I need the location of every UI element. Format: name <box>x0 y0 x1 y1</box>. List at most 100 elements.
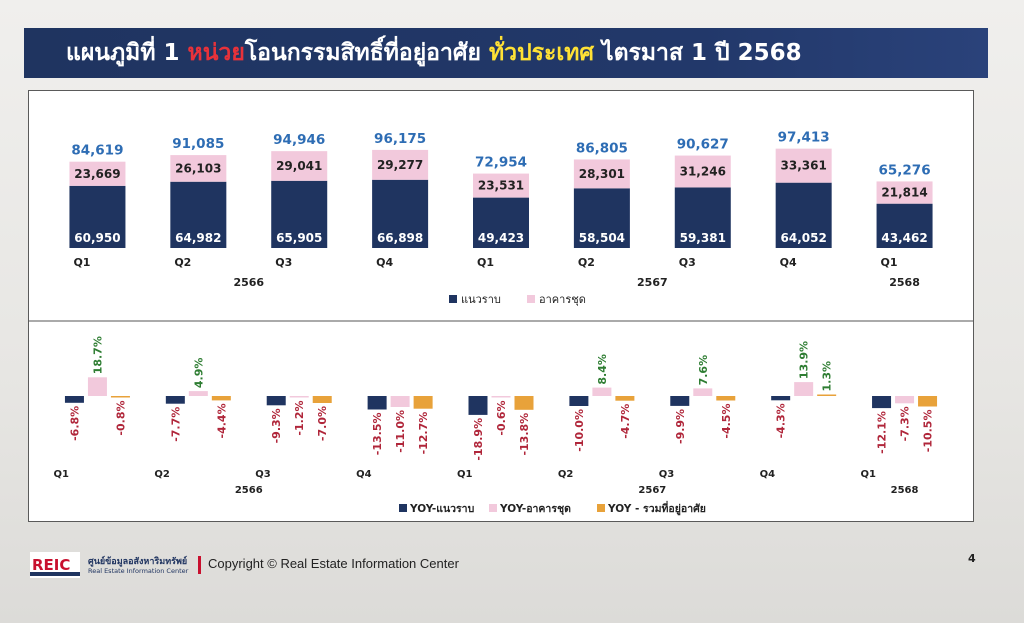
legend-swatch-yoy <box>597 504 605 512</box>
data-label-total: 97,413 <box>778 130 830 146</box>
tick-label-year: 2568 <box>891 485 919 496</box>
data-label-condo: 33,361 <box>781 159 827 173</box>
data-label-yoy-condo: 18.7% <box>91 336 104 374</box>
bar-landed <box>876 203 933 248</box>
data-label-landed: 66,898 <box>377 231 423 245</box>
legend-label-yoy: YOY-แนวราบ <box>409 503 475 515</box>
data-label-yoy-landed: -12.1% <box>876 411 889 454</box>
tick-label-quarter: Q1 <box>73 256 90 269</box>
bar-landed <box>69 185 126 248</box>
data-label-landed: 43,462 <box>881 231 927 245</box>
tick-label-quarter: Q2 <box>174 256 191 269</box>
data-label-total: 72,954 <box>475 155 527 171</box>
tick-label-quarter: Q3 <box>255 469 271 480</box>
data-label-total: 86,805 <box>576 140 628 156</box>
bar-yoy-total <box>413 396 433 409</box>
data-label-landed: 64,982 <box>175 231 221 245</box>
tick-label-quarter: Q2 <box>154 469 170 480</box>
bar-condo <box>271 151 328 181</box>
title-part-nationwide: ทั่วประเทศ <box>489 40 595 66</box>
data-label-total: 94,946 <box>273 132 325 148</box>
bar-yoy-total <box>110 396 130 398</box>
legend-label-yoy: YOY - รวมที่อยู่อาศัย <box>607 500 706 516</box>
bar-yoy-condo <box>794 382 814 396</box>
bar-condo <box>674 155 731 188</box>
tick-label-year: 2567 <box>638 485 666 496</box>
bar-yoy-total <box>918 396 938 407</box>
data-label-total: 84,619 <box>71 143 123 159</box>
bar-condo <box>775 148 832 183</box>
bar-landed <box>473 197 529 248</box>
data-label-yoy-landed: -9.9% <box>674 409 687 444</box>
chart-svg: 60,950 23,669 84,619 Q1 64,982 26,103 91,085 Q2… <box>29 130 973 516</box>
bar-condo <box>573 159 630 189</box>
legend-swatch-landed <box>449 295 457 303</box>
bar-yoy-landed <box>872 396 892 409</box>
data-label-yoy-total: -0.8% <box>114 401 127 436</box>
data-label-condo: 28,301 <box>579 167 625 181</box>
org-name-en: Real Estate Information Center <box>88 567 189 575</box>
data-label-yoy-condo: 8.4% <box>596 354 609 385</box>
lower-yoy-bar-chart: -6.8% 18.7% -0.8% Q1 -7.7% 4.9% -4.4% Q2 -9.3% -1… <box>53 336 938 516</box>
data-label-condo: 21,814 <box>881 186 927 200</box>
bar-condo <box>876 181 933 204</box>
tick-label-year: 2568 <box>889 276 920 289</box>
tick-label-quarter: Q2 <box>578 256 595 269</box>
data-label-yoy-landed: -7.7% <box>169 407 182 442</box>
tick-label-quarter: Q2 <box>558 469 574 480</box>
data-label-yoy-total: -13.8% <box>518 413 531 456</box>
tick-label-year: 2566 <box>233 276 264 289</box>
bar-yoy-condo <box>87 377 107 396</box>
copyright-text: Copyright © Real Estate Information Cent… <box>208 556 459 571</box>
legend-label-landed: แนวราบ <box>461 293 501 306</box>
title-part-units: หน่วย <box>187 40 245 66</box>
bar-landed <box>271 180 328 248</box>
data-label-yoy-condo: -0.6% <box>495 401 508 436</box>
data-label-condo: 31,246 <box>680 164 726 178</box>
data-label-yoy-total: -7.0% <box>316 406 329 441</box>
tick-label-year: 2566 <box>235 485 263 496</box>
title-part-5: ไตรมาส 1 ปี 2568 <box>594 40 802 66</box>
bar-yoy-landed <box>266 396 286 406</box>
svg-text:REIC: REIC <box>32 556 70 574</box>
bar-yoy-total <box>716 396 736 401</box>
data-label-condo: 23,531 <box>478 179 524 193</box>
data-label-landed: 64,052 <box>781 231 827 245</box>
data-label-yoy-condo: -11.0% <box>394 410 407 453</box>
chart-title: แผนภูมิที่ 1 หน่วยโอนกรรมสิทธิ์ที่อยู่อา… <box>24 28 988 78</box>
title-part-3: โอนกรรมสิทธิ์ที่อยู่อาศัย <box>244 40 489 66</box>
tick-label-quarter: Q4 <box>780 256 797 269</box>
data-label-yoy-total: -12.7% <box>417 412 430 455</box>
data-label-yoy-landed: -4.3% <box>775 403 788 438</box>
data-label-total: 90,627 <box>677 137 729 153</box>
upper-stacked-bar-chart: 60,950 23,669 84,619 Q1 64,982 26,103 91,085 Q2… <box>69 130 933 306</box>
data-label-yoy-landed: -10.0% <box>573 409 586 452</box>
tick-label-quarter: Q1 <box>477 256 494 269</box>
data-label-total: 91,085 <box>172 136 224 152</box>
tick-label-quarter: Q1 <box>53 469 69 480</box>
data-label-yoy-total: -4.7% <box>619 404 632 439</box>
org-name-th: ศูนย์ข้อมูลอสังหาริมทรัพย์ <box>88 557 188 567</box>
tick-label-quarter: Q4 <box>376 256 393 269</box>
data-label-yoy-total: -4.4% <box>215 403 228 438</box>
data-label-total: 96,175 <box>374 131 426 147</box>
bar-yoy-landed <box>367 396 387 410</box>
bar-yoy-condo <box>592 387 612 396</box>
legend-swatch-yoy <box>399 504 407 512</box>
legend-swatch-yoy <box>489 504 497 512</box>
data-label-landed: 49,423 <box>478 231 524 245</box>
tick-label-quarter: Q3 <box>659 469 675 480</box>
data-label-yoy-landed: -9.3% <box>270 408 283 443</box>
data-label-landed: 58,504 <box>579 231 625 245</box>
tick-label-quarter: Q3 <box>679 256 696 269</box>
bar-yoy-total <box>514 396 534 410</box>
legend-upper: แนวราบ อาคารชุด <box>449 293 586 306</box>
bar-yoy-condo <box>188 391 208 396</box>
bar-condo <box>473 173 529 198</box>
bar-condo <box>372 149 429 180</box>
data-label-total: 65,276 <box>879 162 931 178</box>
tick-label-year: 2567 <box>637 276 668 289</box>
legend-lower: YOY-แนวราบ YOY-อาคารชุด YOY - รวมที่อยู่อา… <box>399 500 706 516</box>
bar-yoy-condo <box>390 396 410 407</box>
title-part-1: แผนภูมิที่ 1 <box>66 40 188 66</box>
